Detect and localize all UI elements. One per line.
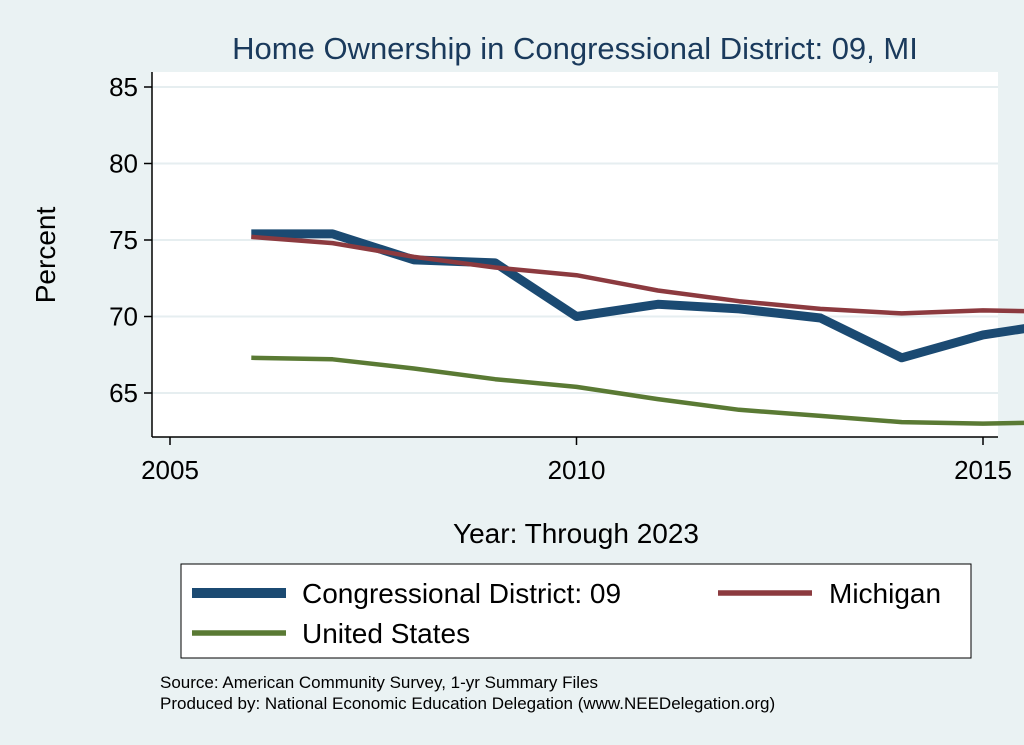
y-tick-label-3: 80 — [109, 149, 138, 179]
y-axis-title: Percent — [30, 207, 61, 304]
series-line-1 — [251, 234, 1024, 316]
source-note: Source: American Community Survey, 1-yr … — [160, 673, 598, 692]
legend-label-0: Congressional District: 09 — [302, 578, 621, 609]
x-tick-label-1: 2010 — [548, 455, 606, 485]
x-axis-title: Year: Through 2023 — [453, 518, 699, 549]
legend-label-2: United States — [302, 618, 470, 649]
x-tick-label-0: 2005 — [141, 455, 199, 485]
series-line-2 — [251, 355, 1024, 426]
legend: Congressional District: 09 Michigan United… — [180, 563, 972, 659]
axis-ticks: 657075808520052010201520202025 — [109, 72, 1012, 485]
y-tick-label-2: 75 — [109, 225, 138, 255]
x-tick-label-2: 2015 — [954, 455, 1012, 485]
plot-background — [152, 72, 998, 437]
y-tick-label-4: 85 — [109, 72, 138, 102]
y-tick-label-1: 70 — [109, 302, 138, 332]
chart-title: Home Ownership in Congressional District… — [232, 31, 918, 66]
legend-box — [180, 563, 972, 659]
y-tick-label-0: 65 — [109, 378, 138, 408]
produced-note: Produced by: National Economic Education… — [160, 694, 775, 713]
legend-label-1: Michigan — [829, 578, 941, 609]
series-lines — [251, 229, 1024, 426]
